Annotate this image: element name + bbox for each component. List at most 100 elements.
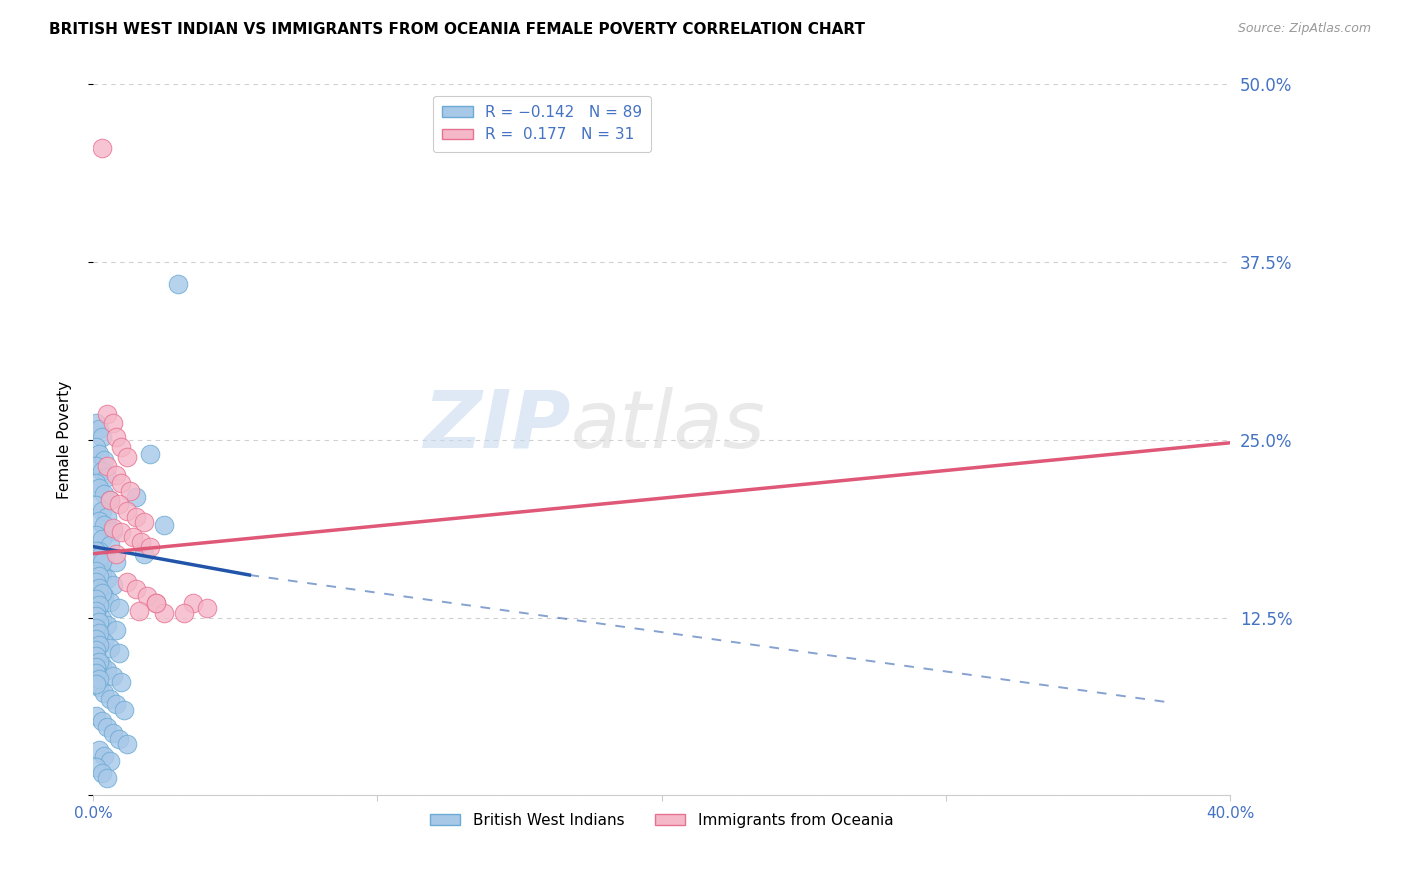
Point <box>90 657 112 672</box>
Point <box>134 547 156 561</box>
Point <box>87 447 110 461</box>
Point <box>98 492 121 507</box>
Point <box>145 596 167 610</box>
Point <box>104 547 127 561</box>
Point <box>84 458 107 473</box>
Point <box>90 765 112 780</box>
Point <box>90 533 112 547</box>
Point <box>87 626 110 640</box>
Text: BRITISH WEST INDIAN VS IMMIGRANTS FROM OCEANIA FEMALE POVERTY CORRELATION CHART: BRITISH WEST INDIAN VS IMMIGRANTS FROM O… <box>49 22 865 37</box>
Y-axis label: Female Poverty: Female Poverty <box>58 381 72 499</box>
Point <box>84 609 107 624</box>
Point <box>101 416 124 430</box>
Point <box>98 691 121 706</box>
Text: atlas: atlas <box>571 387 765 465</box>
Point <box>96 470 118 484</box>
Point <box>115 737 138 751</box>
Point <box>90 430 112 444</box>
Text: Source: ZipAtlas.com: Source: ZipAtlas.com <box>1237 22 1371 36</box>
Point <box>84 621 107 635</box>
Point <box>98 754 121 768</box>
Point <box>84 708 107 723</box>
Point <box>84 652 107 666</box>
Point <box>93 686 115 700</box>
Point <box>153 607 176 621</box>
Point <box>110 475 132 490</box>
Point <box>84 660 107 674</box>
Point <box>104 430 127 444</box>
Point <box>84 677 107 691</box>
Point <box>93 452 115 467</box>
Point <box>84 607 107 621</box>
Point <box>181 596 204 610</box>
Point <box>98 538 121 552</box>
Point <box>93 549 115 564</box>
Point <box>96 407 118 421</box>
Legend: British West Indians, Immigrants from Oceania: British West Indians, Immigrants from Oc… <box>423 806 900 834</box>
Point <box>84 416 107 430</box>
Point <box>87 681 110 695</box>
Point <box>118 484 141 499</box>
Point <box>90 714 112 729</box>
Point <box>87 569 110 583</box>
Point <box>167 277 190 291</box>
Point <box>101 726 124 740</box>
Point <box>84 575 107 590</box>
Point <box>98 595 121 609</box>
Point <box>87 549 110 564</box>
Point <box>84 632 107 646</box>
Point <box>115 450 138 464</box>
Text: ZIP: ZIP <box>423 387 571 465</box>
Point <box>87 581 110 595</box>
Point <box>96 617 118 632</box>
Point <box>96 772 118 786</box>
Point <box>84 440 107 454</box>
Point <box>87 615 110 629</box>
Point <box>115 575 138 590</box>
Point <box>101 669 124 683</box>
Point <box>134 516 156 530</box>
Point <box>107 646 129 660</box>
Point <box>84 544 107 558</box>
Point <box>84 648 107 663</box>
Point <box>96 509 118 524</box>
Point <box>98 492 121 507</box>
Point <box>84 760 107 774</box>
Point <box>121 530 143 544</box>
Point <box>104 468 127 483</box>
Point <box>110 674 132 689</box>
Point <box>96 720 118 734</box>
Point <box>93 518 115 533</box>
Point <box>87 514 110 528</box>
Point <box>87 672 110 686</box>
Point <box>110 440 132 454</box>
Point <box>90 612 112 626</box>
Point <box>101 521 124 535</box>
Point <box>96 663 118 677</box>
Point <box>107 731 129 746</box>
Point <box>84 603 107 617</box>
Point <box>104 698 127 712</box>
Point <box>87 481 110 495</box>
Point <box>87 583 110 598</box>
Point <box>145 596 167 610</box>
Point <box>107 497 129 511</box>
Point <box>90 586 112 600</box>
Point <box>107 600 129 615</box>
Point <box>104 624 127 638</box>
Point <box>84 564 107 578</box>
Point <box>153 518 176 533</box>
Point <box>87 655 110 669</box>
Point <box>131 535 153 549</box>
Point <box>104 555 127 569</box>
Point <box>87 629 110 643</box>
Point <box>195 600 218 615</box>
Point <box>90 464 112 478</box>
Point <box>84 475 107 490</box>
Point <box>87 638 110 652</box>
Point <box>87 598 110 612</box>
Point <box>87 743 110 757</box>
Point <box>93 487 115 501</box>
Point <box>96 572 118 586</box>
Point <box>96 458 118 473</box>
